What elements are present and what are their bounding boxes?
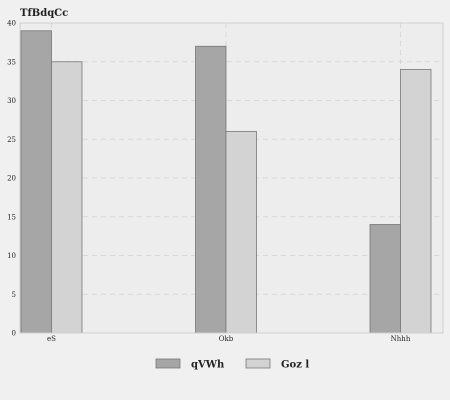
bars <box>20 30 432 334</box>
legend-swatch <box>245 358 271 369</box>
y-tick-label: 25 <box>7 136 16 144</box>
y-tick-label: 35 <box>7 58 16 66</box>
bar-qvwh-okb <box>195 45 227 334</box>
y-tick-label: 10 <box>7 252 16 260</box>
x-tick-label: eS <box>47 335 56 343</box>
legend-swatch <box>155 358 181 369</box>
bar-goz-l-nhhh <box>400 69 432 334</box>
y-tick-label: 40 <box>7 20 16 28</box>
axes: 0 5 10 15 20 25 30 35 40 eS Okb Nhhh <box>7 20 444 343</box>
bar-goz-l-okb <box>225 131 257 334</box>
y-tick-label: 5 <box>12 291 16 299</box>
x-tick-label: Nhhh <box>391 335 411 343</box>
legend-label: qVWh <box>191 360 225 371</box>
legend: qVWh Goz l <box>155 358 309 371</box>
bar-goz-l-es <box>51 61 83 334</box>
plot-border <box>19 22 444 334</box>
y-tick-label: 15 <box>7 213 16 221</box>
legend-label: Goz l <box>281 360 309 371</box>
y-tick-label: 0 <box>12 330 16 338</box>
y-tick-label: 30 <box>7 97 16 105</box>
x-tick-label: Okb <box>219 335 234 343</box>
bar-qvwh-es <box>20 30 52 334</box>
bar-qvwh-nhhh <box>369 224 401 334</box>
y-tick-label: 20 <box>7 175 16 183</box>
chart-title: TfBdqCc <box>20 8 68 19</box>
